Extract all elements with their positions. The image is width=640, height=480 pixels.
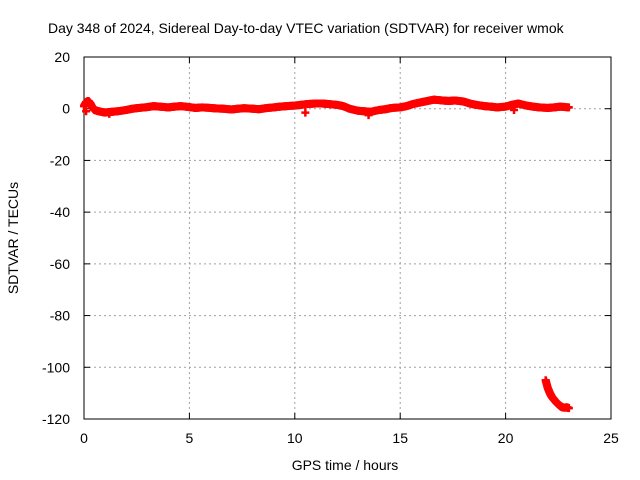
data-point bbox=[105, 109, 114, 118]
y-tick-label: -20 bbox=[50, 152, 70, 168]
y-tick-label: -120 bbox=[42, 411, 70, 427]
x-tick-label: 10 bbox=[287, 430, 303, 446]
x-axis-label: GPS time / hours bbox=[292, 457, 399, 473]
x-tick-label: 25 bbox=[603, 430, 619, 446]
y-tick-label: -60 bbox=[50, 256, 70, 272]
x-tick-label: 0 bbox=[80, 430, 88, 446]
x-tick-label: 20 bbox=[498, 430, 514, 446]
y-tick-label: -100 bbox=[42, 359, 70, 375]
data-marks bbox=[80, 95, 573, 413]
x-tick-label: 5 bbox=[186, 430, 194, 446]
axis-ticks: 20 0 -20 -40 -60 -80 -100 -120 0 5 10 15 20 25 bbox=[42, 49, 619, 446]
chart-title: Day 348 of 2024, Sidereal Day-to-day VTE… bbox=[48, 20, 565, 36]
x-tick-label: 15 bbox=[392, 430, 408, 446]
y-axis-label: SDTVAR / TECUs bbox=[5, 182, 21, 294]
data-point bbox=[564, 404, 573, 413]
data-point bbox=[301, 108, 310, 117]
y-tick-label: 20 bbox=[54, 49, 70, 65]
data-point bbox=[82, 107, 91, 116]
data-point bbox=[564, 103, 573, 112]
y-tick-label: -40 bbox=[50, 204, 70, 220]
data-point bbox=[510, 106, 519, 115]
y-tick-label: -80 bbox=[50, 308, 70, 324]
grid bbox=[84, 57, 611, 419]
data-point bbox=[364, 111, 373, 120]
y-tick-label: 0 bbox=[62, 101, 70, 117]
plot-frame bbox=[83, 56, 612, 420]
